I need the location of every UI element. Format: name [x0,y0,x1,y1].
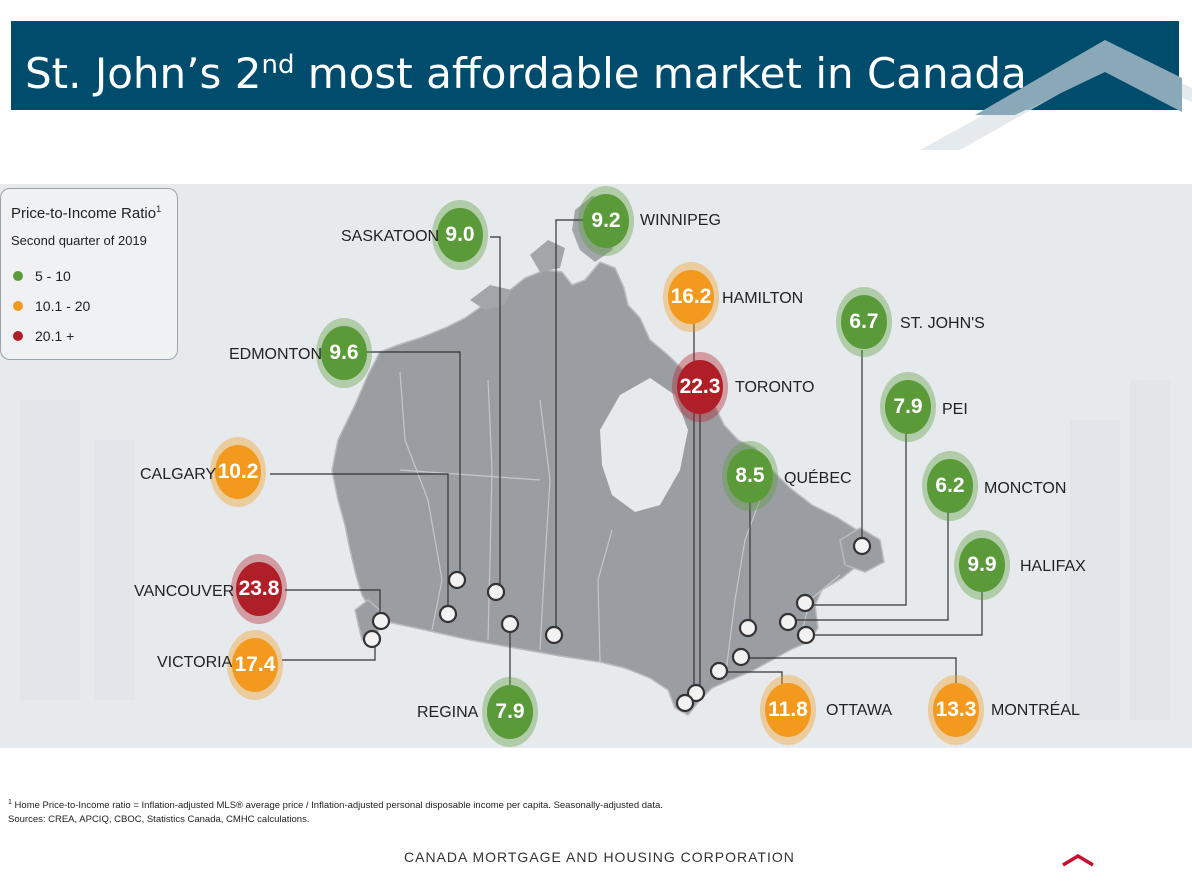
chevron-logo-icon [1062,853,1094,867]
city-skyline-background [20,380,1170,720]
canada-landmass [331,261,871,716]
legend-item-red: 20.1 + [13,328,74,344]
legend-item-orange: 10.1 - 20 [13,298,90,314]
sources-line: Sources: CREA, APCIQ, CBOC, Statistics C… [8,814,310,826]
legend-title: Price-to-Income Ratio1 [11,204,162,222]
legend-swatch [13,271,23,282]
province-borders [399,371,841,681]
legend-swatch [13,301,23,312]
footnote: 1 Home Price-to-Income ratio = Inflation… [8,796,798,827]
map-panel [0,184,1192,748]
city-markers [362,536,872,713]
slide-title: St. John’s 2nd most affordable market in… [25,49,1027,98]
arctic-island-3 [470,285,512,310]
legend-subtitle: Second quarter of 2019 [11,233,147,248]
canada-map [20,196,1170,720]
legend: Price-to-Income Ratio1 Second quarter of… [0,188,178,360]
legend-item-green: 5 - 10 [13,268,71,284]
hudson-bay [600,378,688,512]
chevron-decoration [920,40,1192,150]
legend-swatch [13,331,23,342]
organization-name: CANADA MORTGAGE AND HOUSING CORPORATION [404,849,795,865]
arctic-island-1 [572,196,622,262]
title-bar: St. John’s 2nd most affordable market in… [11,21,1179,110]
connector-lines [270,219,983,700]
arctic-island-2 [530,240,565,272]
